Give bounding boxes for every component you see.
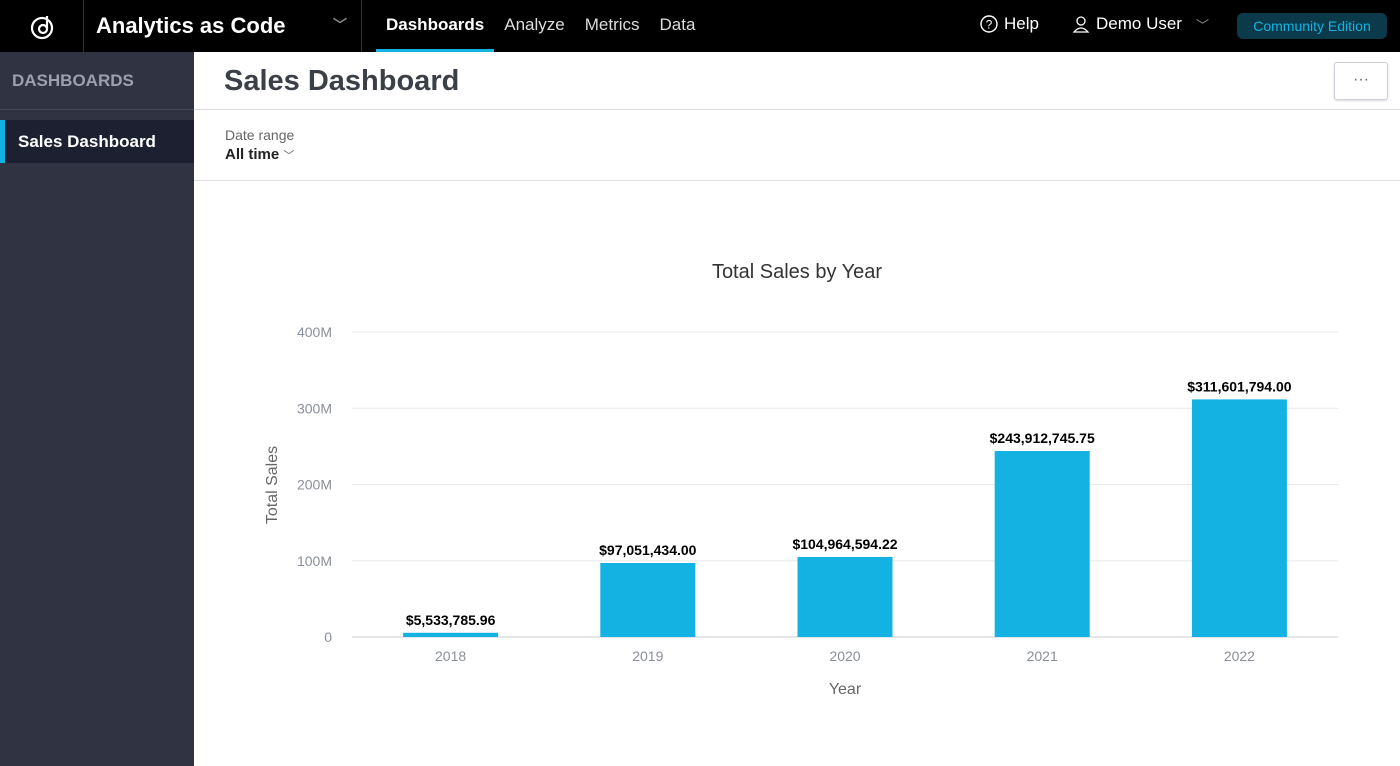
bar[interactable]	[797, 556, 893, 637]
date-range-dropdown[interactable]: All time ﹀	[225, 146, 294, 163]
x-tick-label: 2021	[1027, 648, 1058, 664]
nav-metrics[interactable]: Metrics	[584, 15, 640, 34]
bar[interactable]	[994, 451, 1090, 637]
date-range-label: Date range	[225, 127, 295, 143]
data-label: $97,051,434.00	[599, 542, 697, 558]
logo-icon[interactable]	[0, 0, 84, 52]
main-nav: Dashboards Analyze Metrics Data	[376, 0, 705, 52]
help-label: Help	[1004, 14, 1039, 33]
chart-title: Total Sales by Year	[712, 261, 882, 283]
bar[interactable]	[600, 562, 696, 637]
x-tick-label: 2018	[435, 648, 466, 664]
chevron-down-icon: ﹀	[283, 150, 295, 162]
chevron-down-icon: ﹀	[333, 17, 347, 33]
user-name: Demo User	[1096, 14, 1182, 33]
chevron-down-icon: ﹀	[1195, 17, 1209, 33]
nav-analyze[interactable]: Analyze	[504, 15, 565, 34]
svg-text:?: ?	[986, 18, 993, 32]
top-bar: Analytics as Code ﹀ Dashboards Analyze Me…	[0, 0, 1400, 52]
filter-bar: Date range All time ﹀	[194, 110, 1400, 181]
user-menu[interactable]: Demo User ﹀	[1072, 14, 1209, 34]
data-label: $5,533,785.96	[406, 612, 496, 628]
help-button[interactable]: ? Help	[980, 14, 1039, 34]
sidebar: DASHBOARDS Sales Dashboard	[0, 52, 194, 766]
x-axis-label: Year	[829, 681, 862, 698]
dashboard-header: Sales Dashboard ···	[194, 52, 1400, 110]
y-tick-label: 0	[324, 629, 332, 645]
y-axis-label: Total Sales	[264, 446, 281, 524]
workspace-name: Analytics as Code	[96, 13, 286, 38]
y-tick-label: 400M	[297, 324, 332, 340]
date-range-value: All time	[225, 146, 280, 163]
data-label: $243,912,745.75	[990, 430, 1095, 446]
workspace-switcher[interactable]: Analytics as Code ﹀	[84, 0, 362, 52]
x-tick-label: 2020	[829, 648, 860, 664]
edition-badge[interactable]: Community Edition	[1237, 13, 1387, 39]
x-tick-label: 2019	[632, 648, 663, 664]
page-title: Sales Dashboard	[224, 65, 460, 97]
nav-data[interactable]: Data	[659, 15, 696, 34]
nav-dashboards[interactable]: Dashboards	[376, 0, 495, 52]
bar[interactable]	[1191, 399, 1287, 637]
y-tick-label: 100M	[297, 553, 332, 569]
data-label: $311,601,794.00	[1187, 378, 1292, 394]
x-tick-label: 2022	[1224, 648, 1255, 664]
help-icon: ?	[980, 15, 998, 33]
data-label: $104,964,594.22	[792, 536, 897, 552]
sidebar-item-sales-dashboard[interactable]: Sales Dashboard	[0, 120, 194, 163]
more-options-button[interactable]: ···	[1334, 62, 1388, 100]
bar[interactable]	[403, 632, 499, 637]
sidebar-heading: DASHBOARDS	[0, 52, 194, 110]
y-tick-label: 300M	[297, 400, 332, 416]
y-tick-label: 200M	[297, 477, 332, 493]
user-icon	[1072, 16, 1090, 33]
